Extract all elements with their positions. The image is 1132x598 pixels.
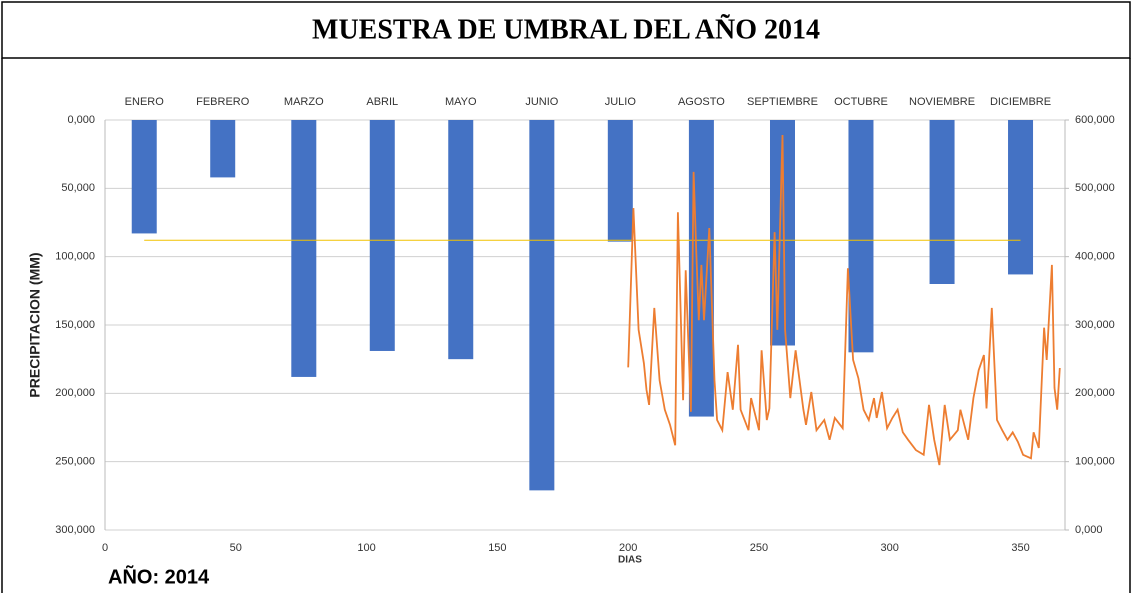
y-tick-label: 0,000 <box>67 114 95 126</box>
bar <box>848 120 874 353</box>
bar <box>448 120 474 360</box>
y2-tick-label: 0,000 <box>1075 524 1103 536</box>
y-tick-label: 50,000 <box>61 182 95 194</box>
x-axis-label: DIAS <box>618 555 642 566</box>
x-tick-label: 150 <box>488 542 506 554</box>
month-label: DICIEMBRE <box>990 96 1051 108</box>
y-axis-label: PRECIPITACION (MM) <box>27 252 43 397</box>
bar <box>291 120 317 377</box>
year-label: AÑO: 2014 <box>108 565 210 588</box>
x-tick-label: 50 <box>230 542 242 554</box>
x-tick-label: 300 <box>881 542 899 554</box>
y-tick-label: 100,000 <box>55 251 95 263</box>
month-label: OCTUBRE <box>834 96 888 108</box>
month-label: MARZO <box>284 96 324 108</box>
y-tick-label: 250,000 <box>55 456 95 468</box>
y2-tick-label: 500,000 <box>1075 182 1115 194</box>
month-label: AGOSTO <box>678 96 725 108</box>
bar <box>607 120 633 242</box>
x-tick-label: 250 <box>750 542 768 554</box>
y2-tick-label: 300,000 <box>1075 319 1115 331</box>
bar <box>929 120 955 284</box>
page-title: MUESTRA DE UMBRAL DEL AÑO 2014 <box>312 14 820 45</box>
line <box>627 134 1061 466</box>
bar <box>1008 120 1034 275</box>
x-tick-label: 0 <box>102 542 108 554</box>
y-tick-label: 300,000 <box>55 524 95 536</box>
y2-tick-label: 100,000 <box>1075 456 1115 468</box>
x-tick-label: 350 <box>1011 542 1029 554</box>
month-label: MAYO <box>445 96 477 108</box>
bar <box>131 120 157 234</box>
month-label: NOVIEMBRE <box>909 96 975 108</box>
bar <box>529 120 555 491</box>
title-box <box>1 1 1131 59</box>
y2-tick-label: 200,000 <box>1075 387 1115 399</box>
month-label: ABRIL <box>366 96 398 108</box>
month-label: JUNIO <box>525 96 558 108</box>
y-tick-label: 150,000 <box>55 319 95 331</box>
bar <box>210 120 236 178</box>
y2-tick-label: 600,000 <box>1075 114 1115 126</box>
month-label: JULIO <box>605 96 637 108</box>
month-label: SEPTIEMBRE <box>747 96 818 108</box>
y-tick-label: 200,000 <box>55 387 95 399</box>
x-tick-label: 200 <box>619 542 637 554</box>
y2-tick-label: 400,000 <box>1075 251 1115 263</box>
bar <box>369 120 395 351</box>
month-label: FEBRERO <box>196 96 250 108</box>
month-label: ENERO <box>125 96 165 108</box>
x-tick-label: 100 <box>357 542 375 554</box>
